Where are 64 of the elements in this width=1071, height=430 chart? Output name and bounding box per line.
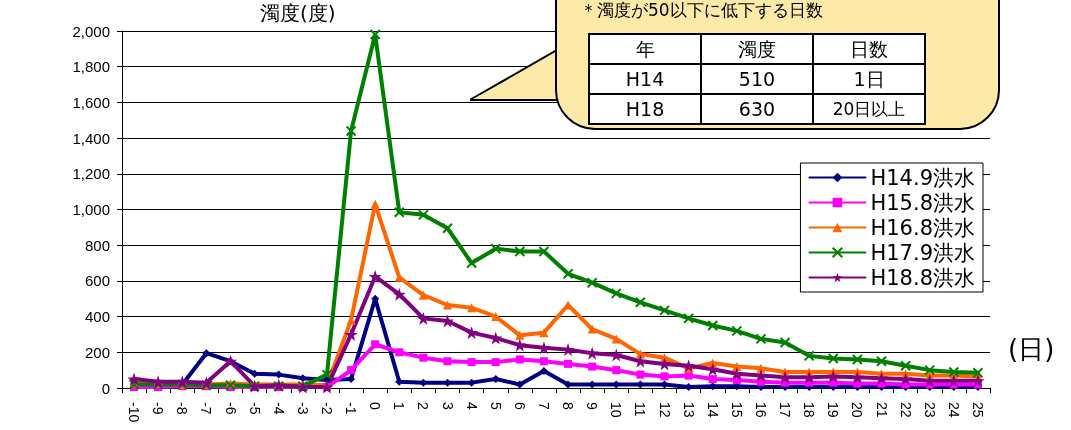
y-tick-label: 2,000 — [72, 22, 110, 40]
x-tick-label: 19 — [825, 402, 842, 418]
y-tick-label: 800 — [84, 236, 110, 254]
x-tick-label: 12 — [656, 402, 673, 418]
x-tick-label: -2 — [318, 402, 335, 415]
x-tick-label: -5 — [246, 402, 263, 415]
x-tick-label: 25 — [969, 402, 986, 418]
annotation: H14 — [589, 64, 701, 94]
x-tick-label: 9 — [584, 402, 601, 410]
y-tick-label: 200 — [84, 343, 110, 361]
legend-label: H15.8洪水 — [870, 190, 976, 215]
x-tick-label: 14 — [704, 402, 721, 418]
annotation: 年 — [589, 34, 701, 64]
y-tick-label: 1,800 — [72, 58, 110, 76]
x-tick-label: 0 — [367, 402, 384, 410]
legend-label: H14.9洪水 — [870, 165, 976, 190]
x-tick-label: 20 — [849, 402, 866, 418]
y-tick-label: 1,200 — [72, 165, 110, 183]
y-tick-label: 1,000 — [72, 201, 110, 218]
legend-label: H18.8洪水 — [870, 265, 976, 290]
text: ＊濁度が50以下に低下する日数 — [579, 0, 824, 22]
y-tick-label: 1,600 — [72, 93, 110, 111]
annotation: 濁度 — [701, 34, 813, 64]
annotation: 510 — [701, 64, 813, 94]
x-tick-label: -3 — [294, 402, 311, 415]
x-tick-label: 8 — [560, 402, 577, 410]
x-tick-label: 13 — [680, 402, 697, 418]
x-tick-label: 15 — [728, 402, 745, 418]
annotation: 630 — [701, 94, 813, 124]
x-tick-label: -7 — [198, 402, 215, 415]
legend-label: H17.9洪水 — [870, 240, 976, 265]
annotation: 20日以上 — [813, 94, 925, 124]
x-tick-label: 22 — [897, 402, 914, 418]
y-tick-label: 0 — [101, 379, 110, 397]
x-tick-label: 7 — [535, 402, 552, 410]
x-tick-label: 3 — [439, 402, 456, 410]
x-tick-label: 16 — [752, 402, 769, 418]
y-tick-label: 1,400 — [72, 129, 110, 147]
annotation: H18 — [589, 94, 701, 124]
x-tick-label: 5 — [487, 402, 504, 410]
x-tick-label: 17 — [777, 402, 794, 418]
annotation: 1日 — [813, 64, 925, 94]
x-tick-label: 11 — [632, 402, 649, 417]
x-axis-title: (日) — [1008, 334, 1055, 364]
x-tick-label: -1 — [343, 402, 360, 415]
y-axis-title: 濁度(度) — [260, 1, 336, 25]
x-tick-label: -8 — [174, 402, 191, 415]
legend-label: H16.8洪水 — [870, 215, 976, 240]
x-tick-label: -9 — [150, 402, 167, 415]
x-tick-label: 2 — [415, 402, 432, 410]
x-tick-label: 1 — [391, 402, 408, 410]
x-tick-label: 10 — [608, 402, 625, 418]
x-tick-label: -4 — [270, 402, 287, 415]
x-tick-label: 24 — [945, 402, 962, 418]
x-tick-label: -6 — [222, 402, 239, 415]
y-tick-label: 400 — [84, 308, 110, 326]
y-tick-label: 600 — [84, 272, 110, 290]
x-tick-label: 4 — [463, 402, 480, 410]
x-tick-label: 21 — [873, 402, 890, 418]
x-tick-label: 23 — [921, 402, 938, 418]
x-tick-label: 18 — [801, 402, 818, 418]
annotation: 日数 — [813, 34, 925, 64]
x-tick-label: 6 — [511, 402, 528, 410]
x-tick-label: -10 — [126, 402, 143, 423]
